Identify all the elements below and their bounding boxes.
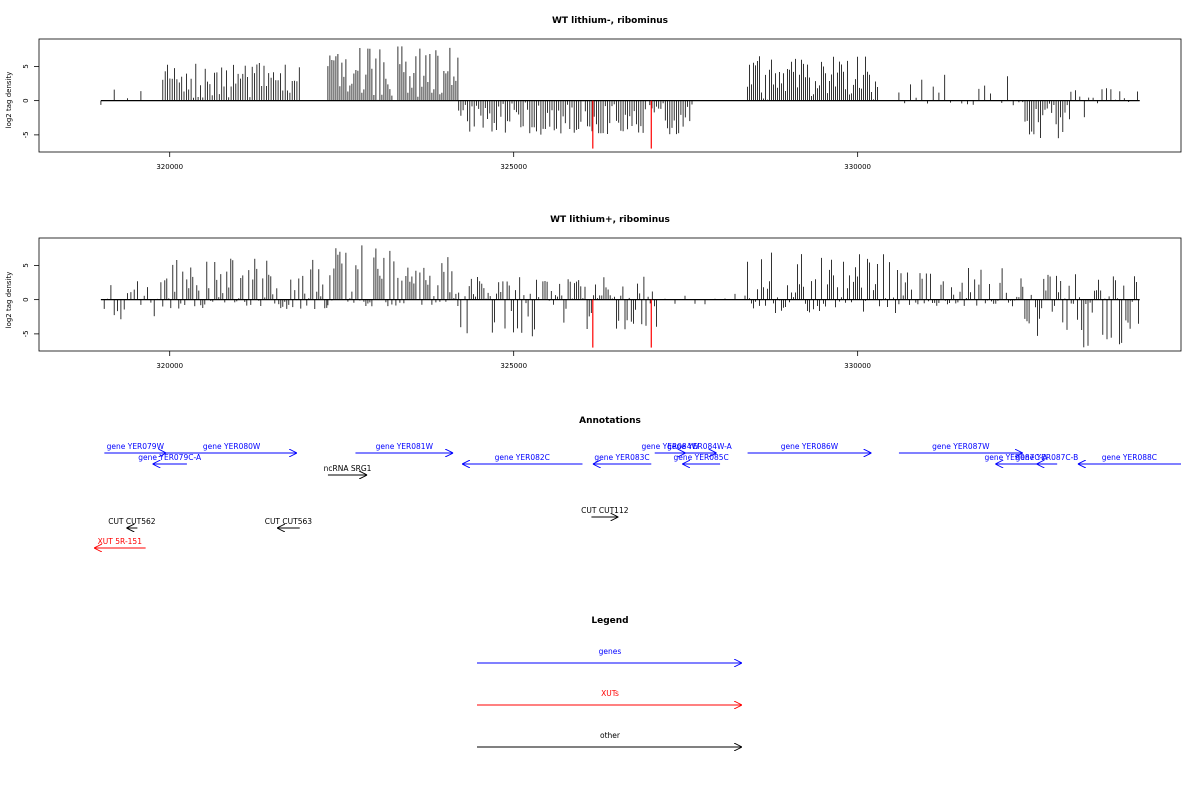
annotations-title: Annotations bbox=[579, 416, 641, 426]
track-panel-lithium-plus: WT lithium+, ribominus log2 tag density … bbox=[5, 215, 1182, 370]
annotation-label: gene YER079W bbox=[107, 442, 165, 451]
x-tick-label: 320000 bbox=[156, 362, 183, 370]
y-axis-label: log2 tag density bbox=[5, 72, 13, 129]
y-tick-label: 0 bbox=[22, 98, 30, 102]
panel-title: WT lithium-, ribominus bbox=[552, 16, 668, 26]
annotation-label: gene YER087C-A bbox=[984, 453, 1048, 462]
track-panel-lithium-minus: WT lithium-, ribominus log2 tag density … bbox=[5, 16, 1182, 171]
y-tick-label: -5 bbox=[22, 131, 30, 138]
plot-frame bbox=[38, 38, 1182, 153]
panel-title: WT lithium+, ribominus bbox=[550, 215, 670, 225]
x-tick-label: 330000 bbox=[844, 362, 871, 370]
legend-label: XUTs bbox=[601, 689, 619, 698]
annotation-label: gene YER085C bbox=[674, 453, 729, 462]
annotation-label: ncRNA SRG1 bbox=[324, 464, 372, 473]
annotation-label: gene YER086W bbox=[781, 442, 839, 451]
x-tick-label: 325000 bbox=[500, 163, 527, 171]
annotation-label: CUT CUT112 bbox=[581, 506, 629, 515]
legend-title: Legend bbox=[591, 616, 628, 626]
annotation-label: gene YER084W bbox=[642, 442, 700, 451]
axes-group: 320000 325000 330000 -5 0 5 bbox=[22, 263, 871, 370]
x-tick-label: 330000 bbox=[844, 163, 871, 171]
legend-label: genes bbox=[599, 647, 622, 656]
y-axis-label: log2 tag density bbox=[5, 272, 13, 329]
annotation-label: CUT CUT562 bbox=[108, 517, 156, 526]
annotation-label: gene YER082C bbox=[495, 453, 550, 462]
y-tick-label: 0 bbox=[22, 297, 30, 301]
annotation-label: CUT CUT563 bbox=[265, 517, 313, 526]
annotation-label: gene YER079C-A bbox=[138, 453, 202, 462]
annotation-label: gene YER087C-B bbox=[1015, 453, 1078, 462]
legend-label: other bbox=[600, 731, 621, 740]
annotation-label: gene YER081W bbox=[376, 442, 434, 451]
annotation-label: gene YER088C bbox=[1102, 453, 1157, 462]
annotation-label: gene YER084W-A bbox=[667, 442, 733, 451]
axes-group: 320000 325000 330000 -5 0 5 bbox=[22, 64, 871, 171]
y-tick-label: 5 bbox=[22, 263, 30, 267]
legend-items: genes XUTs other bbox=[477, 647, 742, 747]
plot-frame bbox=[38, 237, 1182, 352]
y-tick-label: -5 bbox=[22, 330, 30, 337]
bar-group bbox=[100, 245, 1140, 348]
x-tick-label: 325000 bbox=[500, 362, 527, 370]
bar-group bbox=[100, 46, 1140, 149]
annotation-label: XUT 5R-151 bbox=[98, 537, 143, 546]
annotation-label: gene YER083C bbox=[594, 453, 649, 462]
annotation-label: gene YER080W bbox=[203, 442, 261, 451]
annotation-label: gene YER087W bbox=[932, 442, 990, 451]
y-tick-label: 5 bbox=[22, 64, 30, 68]
x-tick-label: 320000 bbox=[156, 163, 183, 171]
legend: Legend genes XUTs other bbox=[477, 616, 742, 747]
